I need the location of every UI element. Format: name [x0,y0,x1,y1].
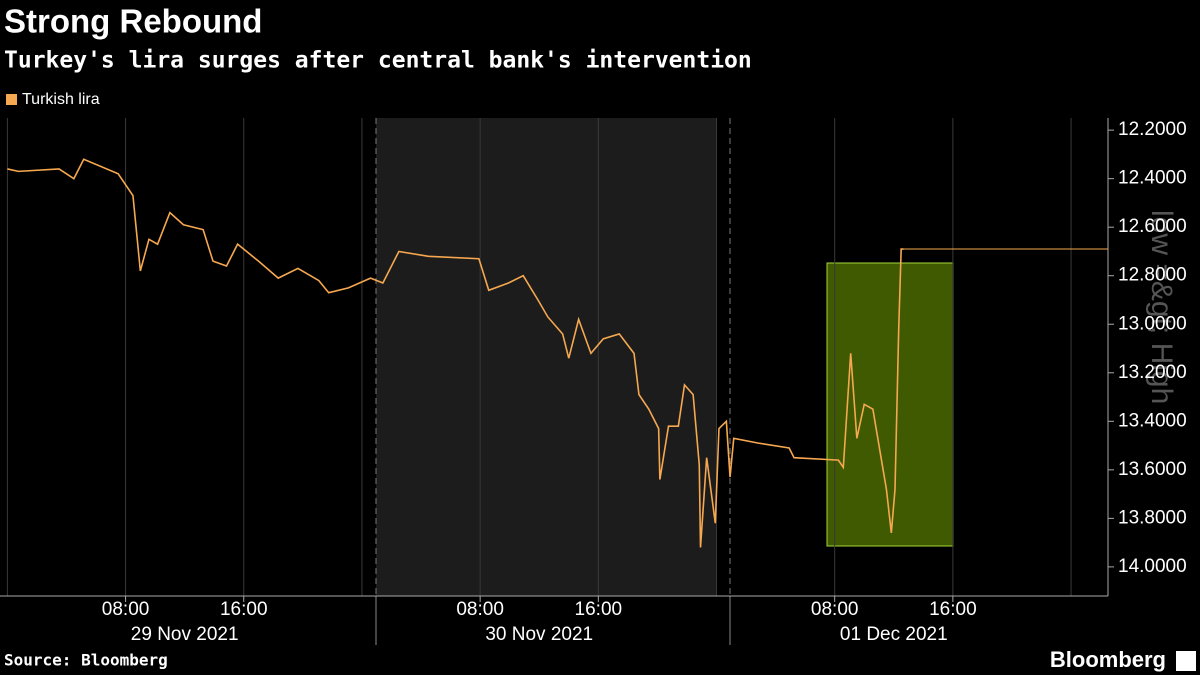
y-tick-label: 13.2000 [1118,362,1187,383]
shaded-session [376,118,716,596]
y-tick-label: 14.0000 [1118,556,1187,577]
annotation: low =&gt; High [1145,210,1178,404]
highlight-box [826,262,954,547]
y-tick-label: 12.6000 [1118,216,1187,237]
y-tick-label: 13.6000 [1118,459,1187,480]
x-tick-label: 16:00 [575,599,623,620]
date-label: 29 Nov 2021 [131,624,239,645]
x-tick-label: 08:00 [811,599,859,620]
date-label: 01 Dec 2021 [840,624,948,645]
y-tick-label: 13.0000 [1118,313,1187,334]
x-tick-label: 16:00 [929,599,977,620]
y-tick-label: 12.2000 [1118,119,1187,140]
y-tick-label: 12.4000 [1118,168,1187,189]
source: Source: Bloomberg [4,651,168,670]
x-tick-label: 16:00 [220,599,268,620]
chart-subtitle: Turkey's lira surges after central bank'… [4,48,752,74]
y-tick-label: 13.8000 [1118,507,1187,528]
brand: Bloomberg [1050,647,1166,672]
x-tick-label: 08:00 [102,599,150,620]
legend-label: Turkish lira [22,91,100,108]
legend-swatch [6,94,17,105]
y-tick-label: 13.4000 [1118,410,1187,431]
date-label: 30 Nov 2021 [485,624,593,645]
brand-icon [1176,651,1196,671]
x-tick-label: 08:00 [456,599,504,620]
y-tick-label: 12.8000 [1118,265,1187,286]
chart-title: Strong Rebound [4,3,262,40]
series-line [7,158,904,548]
